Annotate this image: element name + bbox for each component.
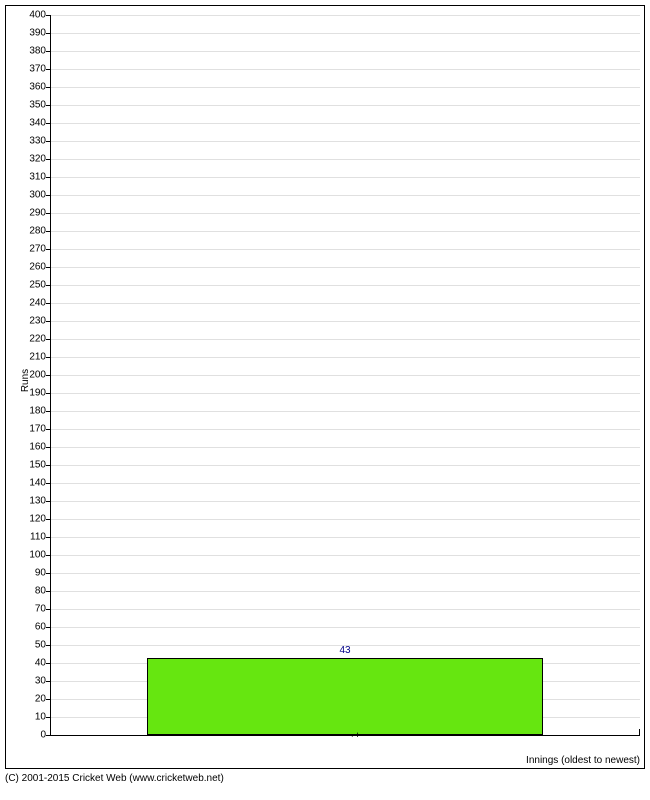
y-tick-label: 10 [35, 712, 50, 723]
gridline [50, 393, 640, 394]
gridline [50, 285, 640, 286]
gridline [50, 627, 640, 628]
y-tick-label: 200 [29, 370, 50, 381]
gridline [50, 15, 640, 16]
y-tick-label: 360 [29, 82, 50, 93]
y-tick-label: 40 [35, 658, 50, 669]
gridline [50, 573, 640, 574]
gridline [50, 141, 640, 142]
y-tick-label: 350 [29, 100, 50, 111]
y-tick-label: 20 [35, 694, 50, 705]
gridline [50, 483, 640, 484]
y-tick-label: 270 [29, 244, 50, 255]
y-tick-label: 90 [35, 568, 50, 579]
x-tick-label: 1 [345, 732, 361, 738]
gridline [50, 249, 640, 250]
y-tick-label: 310 [29, 172, 50, 183]
y-tick-label: 50 [35, 640, 50, 651]
y-tick-label: 130 [29, 496, 50, 507]
y-tick-label: 260 [29, 262, 50, 273]
y-tick-label: 70 [35, 604, 50, 615]
gridline [50, 33, 640, 34]
y-tick-label: 240 [29, 298, 50, 309]
y-tick-label: 340 [29, 118, 50, 129]
y-tick-label: 210 [29, 352, 50, 363]
y-tick-label: 390 [29, 28, 50, 39]
gridline [50, 555, 640, 556]
y-tick-label: 30 [35, 676, 50, 687]
gridline [50, 447, 640, 448]
y-tick-label: 230 [29, 316, 50, 327]
y-tick-label: 160 [29, 442, 50, 453]
gridline [50, 609, 640, 610]
gridline [50, 357, 640, 358]
gridline [50, 231, 640, 232]
gridline [50, 375, 640, 376]
gridline [50, 321, 640, 322]
gridline [50, 105, 640, 106]
gridline [50, 465, 640, 466]
y-tick-label: 400 [29, 10, 50, 21]
y-tick-label: 330 [29, 136, 50, 147]
y-tick-label: 290 [29, 208, 50, 219]
gridline [50, 195, 640, 196]
y-tick-label: 60 [35, 622, 50, 633]
gridline [50, 69, 640, 70]
gridline [50, 177, 640, 178]
y-axis-line [50, 15, 51, 735]
plot-area: 0102030405060708090100110120130140150160… [50, 15, 640, 735]
bar [147, 658, 542, 735]
y-tick-label: 280 [29, 226, 50, 237]
x-axis-end-tick [639, 729, 640, 735]
x-axis-label: Innings (oldest to newest) [526, 755, 640, 766]
gridline [50, 213, 640, 214]
y-tick-label: 120 [29, 514, 50, 525]
gridline [50, 429, 640, 430]
gridline [50, 51, 640, 52]
chart-container: 0 10 20 30 40 50 60 70 80 90 100 110 120 130 140 150 160… [0, 0, 650, 800]
y-tick-label: 0 [40, 730, 50, 741]
y-tick-label: 140 [29, 478, 50, 489]
y-tick-label: 370 [29, 64, 50, 75]
gridline [50, 87, 640, 88]
y-tick-label: 170 [29, 424, 50, 435]
y-tick-label: 250 [29, 280, 50, 291]
gridline [50, 519, 640, 520]
y-tick-label: 220 [29, 334, 50, 345]
gridline [50, 267, 640, 268]
y-tick-label: 380 [29, 46, 50, 57]
y-tick-label: 100 [29, 550, 50, 561]
gridline [50, 501, 640, 502]
gridline [50, 537, 640, 538]
y-tick-label: 190 [29, 388, 50, 399]
gridline [50, 411, 640, 412]
y-axis-label: Runs [20, 369, 31, 392]
y-tick-label: 80 [35, 586, 50, 597]
y-tick-label: 300 [29, 190, 50, 201]
y-tick-label: 180 [29, 406, 50, 417]
gridline [50, 303, 640, 304]
gridline [50, 339, 640, 340]
y-tick-label: 150 [29, 460, 50, 471]
gridline [50, 159, 640, 160]
gridline [50, 591, 640, 592]
gridline [50, 123, 640, 124]
y-tick-label: 320 [29, 154, 50, 165]
y-tick-label: 110 [30, 532, 50, 543]
bar-value-label: 43 [339, 645, 350, 658]
copyright-text: (C) 2001-2015 Cricket Web (www.cricketwe… [5, 773, 224, 784]
